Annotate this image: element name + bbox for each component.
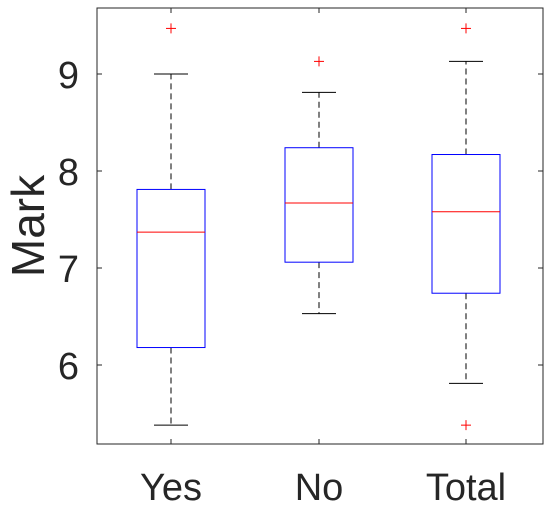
x-tick-label: Total (426, 467, 506, 509)
y-tick-label: 6 (58, 346, 79, 388)
outlier-marker (461, 23, 471, 34)
box-no (284, 56, 354, 315)
box-yes (136, 23, 206, 426)
box-total (431, 23, 501, 431)
x-axis-ticks: Yes No Total (140, 8, 506, 509)
outlier-marker (314, 56, 324, 67)
iqr-box (431, 154, 501, 294)
outlier-marker (166, 23, 176, 34)
plot-area (96, 7, 544, 445)
x-tick-label: Yes (140, 467, 202, 509)
y-axis-ticks: 6 7 8 9 (58, 55, 543, 388)
iqr-box (284, 147, 354, 263)
outlier-marker (461, 420, 471, 431)
y-axis-label: Mark (2, 174, 54, 277)
boxes (136, 23, 501, 431)
y-tick-label: 9 (58, 55, 79, 97)
y-tick-label: 8 (58, 152, 79, 194)
y-tick-label: 7 (58, 249, 79, 291)
iqr-box (136, 188, 206, 349)
x-tick-label: No (295, 467, 344, 509)
